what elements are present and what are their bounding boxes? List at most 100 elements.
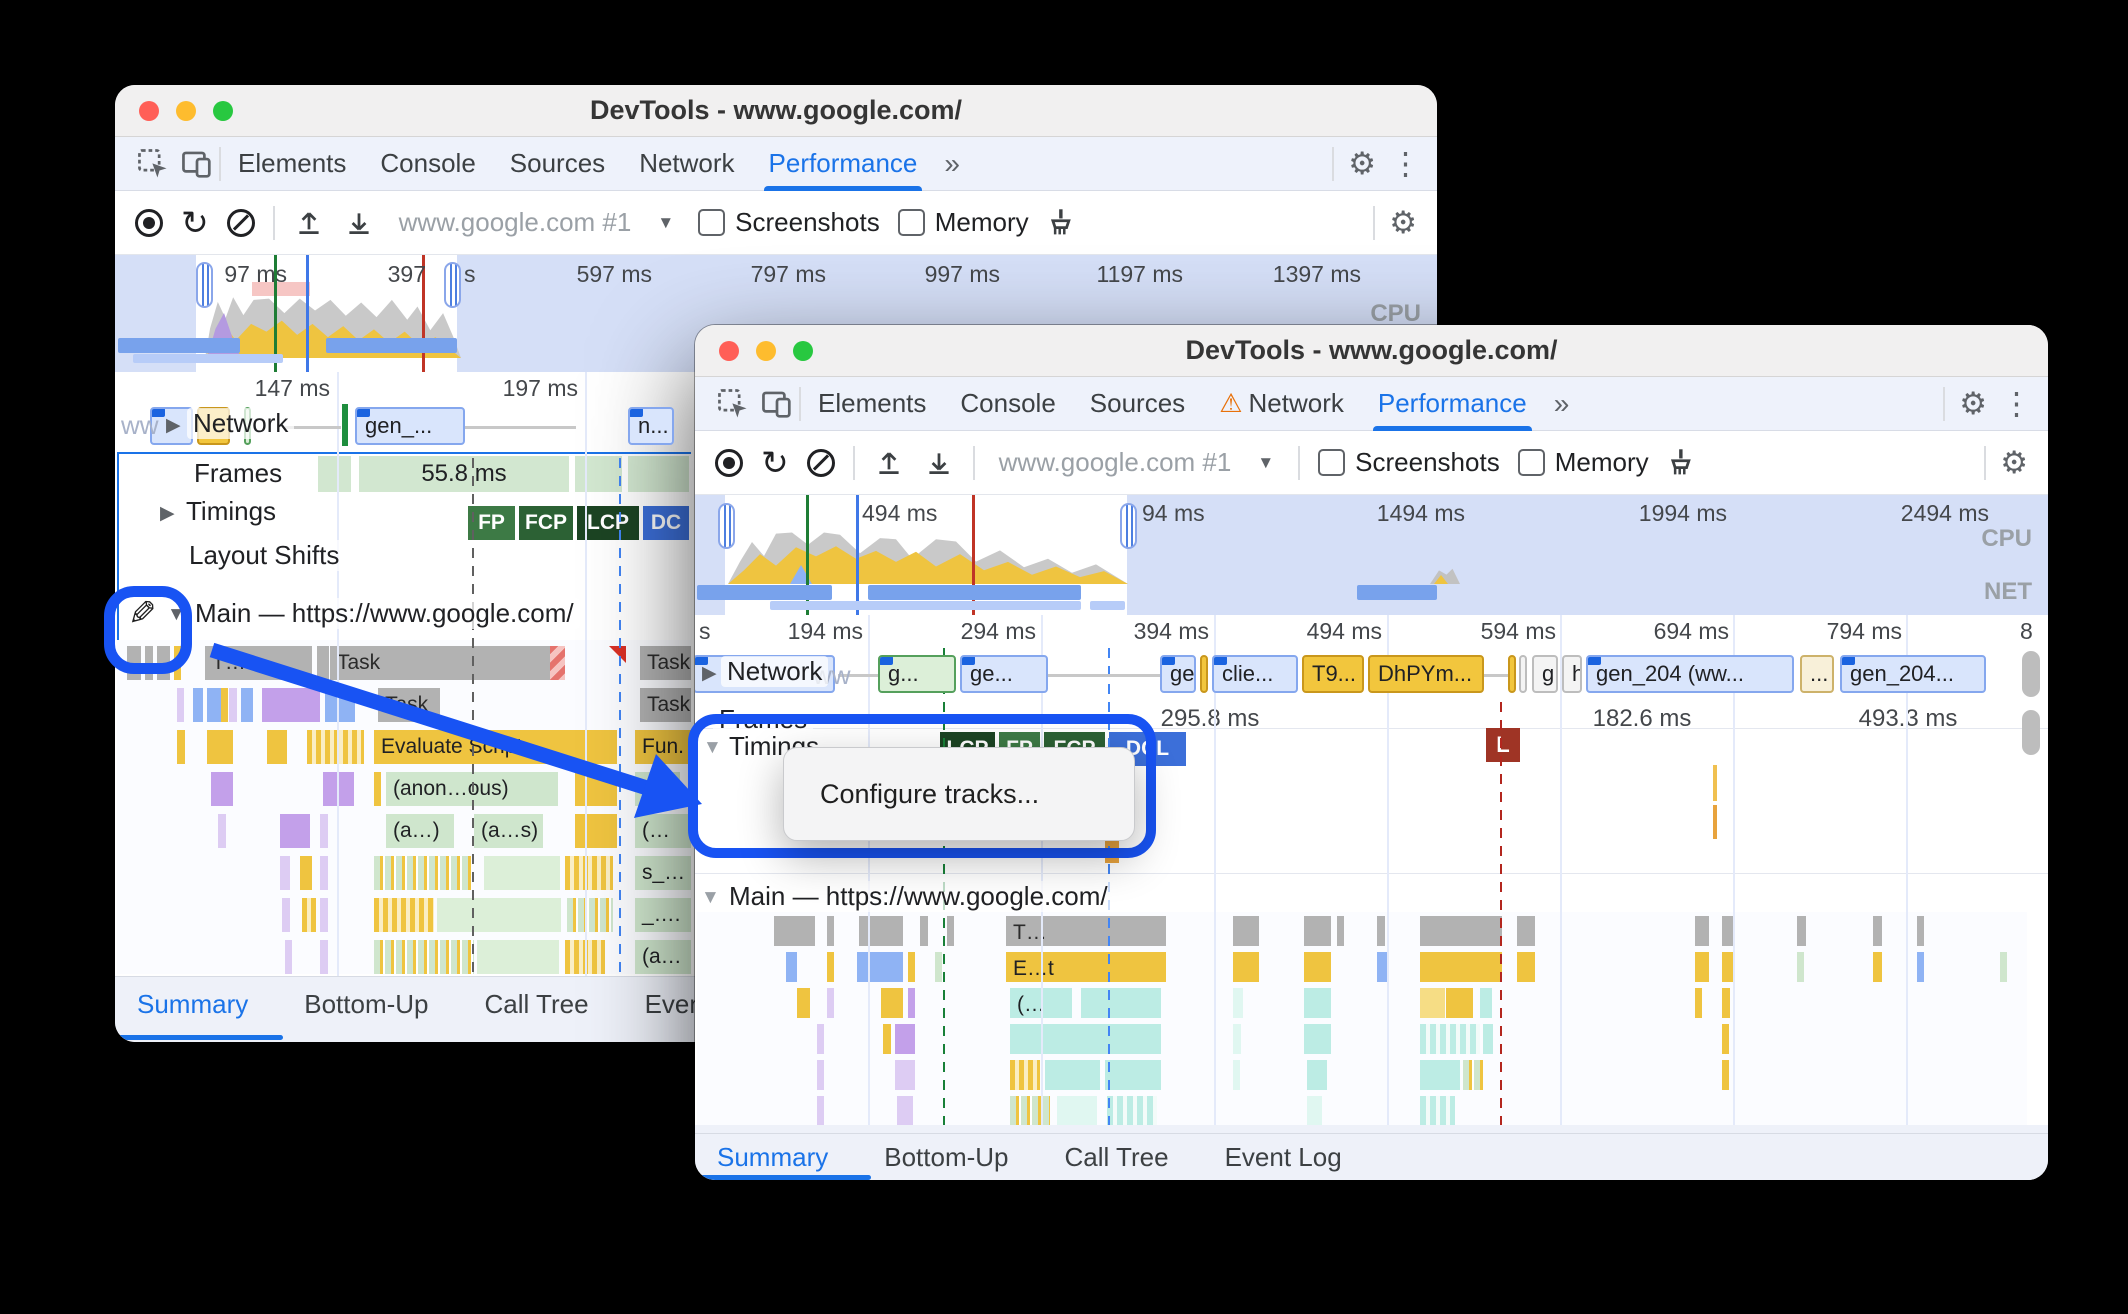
flame-bar[interactable] [282,898,290,932]
flame-bar[interactable] [374,856,472,890]
flame-bar[interactable] [1722,1024,1729,1054]
network-request[interactable] [1200,655,1208,693]
flame-bar[interactable]: Fun. [635,730,691,764]
flame-bar[interactable]: s_… [635,856,691,890]
flame-bar[interactable] [1917,916,1924,946]
flame-bar[interactable] [817,1060,824,1090]
flame-bar[interactable] [1695,916,1709,946]
selection-handle-right[interactable] [1120,503,1137,549]
vertical-scrollbar-thumb[interactable] [2022,651,2040,697]
tab-call-tree[interactable]: Call Tree [1064,1142,1169,1172]
flame-bar[interactable] [1695,952,1709,982]
flame-bar[interactable] [300,856,312,890]
flame-bar[interactable] [920,916,928,946]
flame-bar[interactable] [374,898,434,932]
flame-bar[interactable] [1873,916,1882,946]
network-request[interactable] [1519,655,1527,693]
tab-network[interactable]: ⚠ Network [1202,377,1361,431]
timings-track-label[interactable]: Timings [180,496,283,527]
flame-bar[interactable]: (a… [635,940,691,974]
vertical-scrollbar-thumb[interactable] [2022,710,2040,755]
flame-bar[interactable]: _…. [635,898,691,932]
selection-handle-left[interactable] [718,503,735,549]
load-profile-icon[interactable] [873,447,905,479]
tab-summary[interactable]: Summary [717,1142,829,1172]
save-profile-icon[interactable] [923,447,955,479]
network-request[interactable]: ... [1800,655,1834,693]
record-button[interactable] [135,208,163,237]
flame-bar[interactable] [1722,1060,1729,1090]
frames-track-label[interactable]: Frames [188,458,289,489]
device-toolbar-icon[interactable] [175,142,219,186]
flame-bar[interactable]: Task [640,688,691,722]
flame-bar[interactable] [1420,1024,1480,1054]
flame-bar[interactable]: Evaluate Script [374,730,617,764]
flame-bar[interactable] [1480,988,1492,1018]
flame-bar[interactable] [1722,988,1730,1018]
kebab-menu-icon[interactable]: ⋮ [2001,386,2032,421]
network-track-label[interactable]: Network [187,408,295,439]
flame-bar[interactable] [1233,988,1243,1018]
network-collapse-icon[interactable]: ▶ [702,663,717,684]
flame-bar[interactable] [1463,1060,1483,1090]
tab-sources[interactable]: Sources [1089,388,1186,418]
flame-bar[interactable] [1304,1024,1331,1054]
flame-bar[interactable] [374,772,381,806]
configure-tracks-menu-item[interactable]: Configure tracks... [820,778,1040,809]
screenshots-checkbox-row[interactable]: Screenshots [698,207,880,238]
flame-bar[interactable]: Task [330,646,565,680]
back-main-flame-chart[interactable]: T… Task Task Task Task Evaluate Script Fun. (an… [117,640,691,974]
flame-bar[interactable] [1010,1024,1161,1054]
flame-bar[interactable] [897,1096,913,1125]
network-request[interactable]: h [1562,655,1582,693]
flame-bar[interactable] [437,898,561,932]
tab-call-tree[interactable]: Call Tree [484,989,589,1019]
flame-bar[interactable] [1010,1096,1050,1125]
flame-bar[interactable] [307,730,364,764]
network-track-label[interactable]: Network [721,656,829,687]
network-request[interactable]: ge... [960,655,1048,693]
flame-bar[interactable] [221,688,228,722]
flame-bar[interactable]: T… [205,646,312,680]
network-request[interactable]: gen_204... [1840,655,1986,693]
flame-bar[interactable] [1081,988,1161,1018]
flame-bar[interactable] [1107,1096,1157,1125]
flame-bar[interactable] [1233,916,1259,946]
flame-bar[interactable] [1517,952,1535,982]
main-collapse-icon[interactable]: ▼ [701,887,720,908]
flame-bar[interactable] [1873,952,1882,982]
flame-bar[interactable] [1045,1060,1100,1090]
memory-checkbox[interactable] [1517,449,1545,476]
flame-bar[interactable] [1483,1024,1493,1054]
frame-segment[interactable]: 55.8 ms [357,456,571,492]
flame-bar[interactable] [1722,916,1735,946]
flame-bar[interactable] [827,988,834,1018]
profile-select[interactable]: www.google.com #1 ▼ [393,207,681,238]
flame-bar[interactable] [320,940,328,974]
flame-bar[interactable]: (a…) [386,814,454,848]
flame-bar[interactable] [935,952,942,982]
memory-checkbox-row[interactable]: Memory [1517,447,1649,478]
flame-bar[interactable]: T… [1006,916,1166,946]
network-request[interactable]: g... [878,655,956,693]
flame-bar[interactable] [797,988,810,1018]
timings-collapse-icon[interactable]: ▼ [703,737,722,758]
network-request[interactable] [1508,655,1516,693]
flame-bar[interactable] [1304,952,1331,982]
tab-bottom-up[interactable]: Bottom-Up [884,1142,1009,1172]
flame-bar[interactable] [1722,952,1735,982]
flame-bar[interactable] [477,940,559,974]
screenshots-checkbox[interactable] [698,209,726,236]
flame-bar[interactable] [229,688,237,722]
network-request[interactable]: ge [1160,655,1196,693]
flame-bar[interactable]: (a…s) [474,814,543,848]
network-request[interactable]: DhPYm... [1368,655,1484,693]
capture-settings-gear-icon[interactable]: ⚙ [1389,205,1417,240]
dcl-badge[interactable]: DC [643,506,691,540]
inspect-element-icon[interactable] [131,142,175,186]
network-request[interactable]: g [1532,655,1558,693]
zoom-window-button[interactable] [213,101,233,121]
flame-bar[interactable] [207,730,233,764]
flame-bar[interactable]: b… [635,772,680,806]
flame-bar[interactable] [1446,988,1473,1018]
